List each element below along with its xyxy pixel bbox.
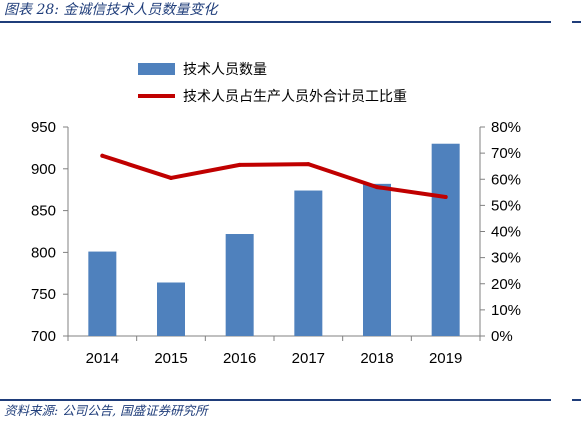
line-point-2019 xyxy=(443,195,448,200)
y-left-tick-label: 950 xyxy=(31,119,56,136)
y-right-tick-label: 80% xyxy=(491,119,521,136)
bar-2014 xyxy=(88,251,117,336)
y-left-tick-label: 700 xyxy=(31,328,56,345)
line-series xyxy=(100,153,448,200)
legend-line-label: 技术人员占生产人员外合计员工比重 xyxy=(183,89,407,105)
bar-2018 xyxy=(363,183,391,336)
top-rule xyxy=(0,21,551,23)
y-right-tick-label: 50% xyxy=(491,197,521,214)
x-tick-label: 2017 xyxy=(292,350,325,367)
x-tick-label: 2016 xyxy=(223,350,256,367)
y-left-tick-label: 800 xyxy=(31,244,56,261)
y-right-tick-label: 10% xyxy=(491,302,521,319)
y-right-tick-label: 20% xyxy=(491,276,521,293)
y-left-tick-label: 850 xyxy=(31,203,56,220)
line-point-2018 xyxy=(375,185,379,190)
bar-2017 xyxy=(294,190,323,336)
figure-title: 图表 28: 金诚信技术人员数量变化 xyxy=(4,2,218,18)
bar-2015 xyxy=(157,282,185,336)
y-left-tick-label: 750 xyxy=(31,286,56,303)
y-right-tick-label: 70% xyxy=(491,145,521,162)
line-point-2017 xyxy=(306,162,311,167)
y-right-tick-label: 60% xyxy=(491,171,521,188)
bottom-rule xyxy=(0,399,551,401)
x-tick-label: 2015 xyxy=(154,350,187,367)
source-note: 资料来源: 公司公告, 国盛证券研究所 xyxy=(4,403,208,418)
line-point-2015 xyxy=(169,175,173,180)
x-tick-label: 2018 xyxy=(360,350,393,367)
y-right-tick-label: 30% xyxy=(491,250,521,267)
bar-2016 xyxy=(225,234,254,336)
y-left-tick-label: 900 xyxy=(31,161,56,178)
y-right-tick-label: 0% xyxy=(491,328,513,345)
bar-2019 xyxy=(431,143,460,336)
x-tick-label: 2014 xyxy=(86,350,119,367)
legend-bar-label: 技术人员数量 xyxy=(183,62,267,78)
line-point-2014 xyxy=(100,153,105,158)
y-right-tick-label: 40% xyxy=(491,224,521,241)
line-point-2016 xyxy=(237,162,242,167)
x-tick-label: 2019 xyxy=(429,350,462,367)
top-rule-right xyxy=(572,21,581,23)
bottom-rule-right xyxy=(572,399,581,401)
legend-bar-swatch xyxy=(138,63,175,75)
